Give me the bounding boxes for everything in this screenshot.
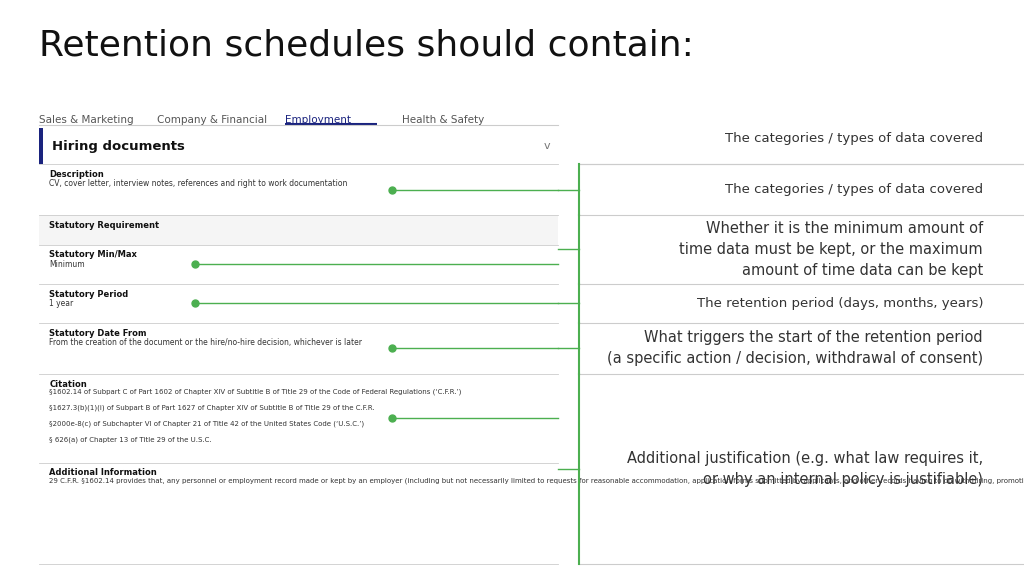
- Text: Statutory Min/Max: Statutory Min/Max: [49, 251, 137, 259]
- Text: The categories / types of data covered: The categories / types of data covered: [725, 132, 983, 145]
- Text: v: v: [544, 141, 550, 151]
- Text: Hiring documents: Hiring documents: [52, 140, 185, 153]
- Text: Statutory Requirement: Statutory Requirement: [49, 221, 160, 230]
- Bar: [39, 215, 558, 245]
- Text: CV, cover letter, interview notes, references and right to work documentation: CV, cover letter, interview notes, refer…: [49, 179, 347, 188]
- Text: Additional Information: Additional Information: [49, 468, 157, 478]
- Bar: [39, 164, 558, 215]
- Text: Minimum: Minimum: [49, 260, 85, 268]
- Text: Employment: Employment: [285, 115, 350, 125]
- Text: Health & Safety: Health & Safety: [402, 115, 484, 125]
- Text: 29 C.F.R. §1602.14 provides that, any personnel or employment record made or kep: 29 C.F.R. §1602.14 provides that, any pe…: [49, 478, 1024, 484]
- Text: What triggers the start of the retention period
(a specific action / decision, w: What triggers the start of the retention…: [607, 331, 983, 366]
- Text: Description: Description: [49, 170, 103, 179]
- Bar: [39, 323, 558, 374]
- Text: Whether it is the minimum amount of
time data must be kept, or the maximum
amoun: Whether it is the minimum amount of time…: [679, 221, 983, 278]
- Text: Retention schedules should contain:: Retention schedules should contain:: [39, 29, 694, 63]
- Text: Citation: Citation: [49, 380, 87, 389]
- Text: 1 year: 1 year: [49, 299, 74, 308]
- Bar: [39, 284, 558, 323]
- Bar: [39, 245, 558, 284]
- Text: Statutory Date From: Statutory Date From: [49, 329, 146, 338]
- Bar: [39, 374, 558, 463]
- Text: §1602.14 of Subpart C of Part 1602 of Chapter XIV of Subtitle B of Title 29 of t: §1602.14 of Subpart C of Part 1602 of Ch…: [49, 389, 462, 444]
- Text: Sales & Marketing: Sales & Marketing: [39, 115, 133, 125]
- Text: The retention period (days, months, years): The retention period (days, months, year…: [696, 297, 983, 310]
- Text: The categories / types of data covered: The categories / types of data covered: [725, 183, 983, 196]
- Bar: [39, 463, 558, 564]
- Text: Company & Financial: Company & Financial: [157, 115, 267, 125]
- Text: Additional justification (e.g. what law requires it,
or why an internal policy i: Additional justification (e.g. what law …: [627, 451, 983, 487]
- Text: From the creation of the document or the hire/no-hire decision, whichever is lat: From the creation of the document or the…: [49, 338, 362, 347]
- Bar: [39, 128, 43, 164]
- Text: Statutory Period: Statutory Period: [49, 290, 128, 298]
